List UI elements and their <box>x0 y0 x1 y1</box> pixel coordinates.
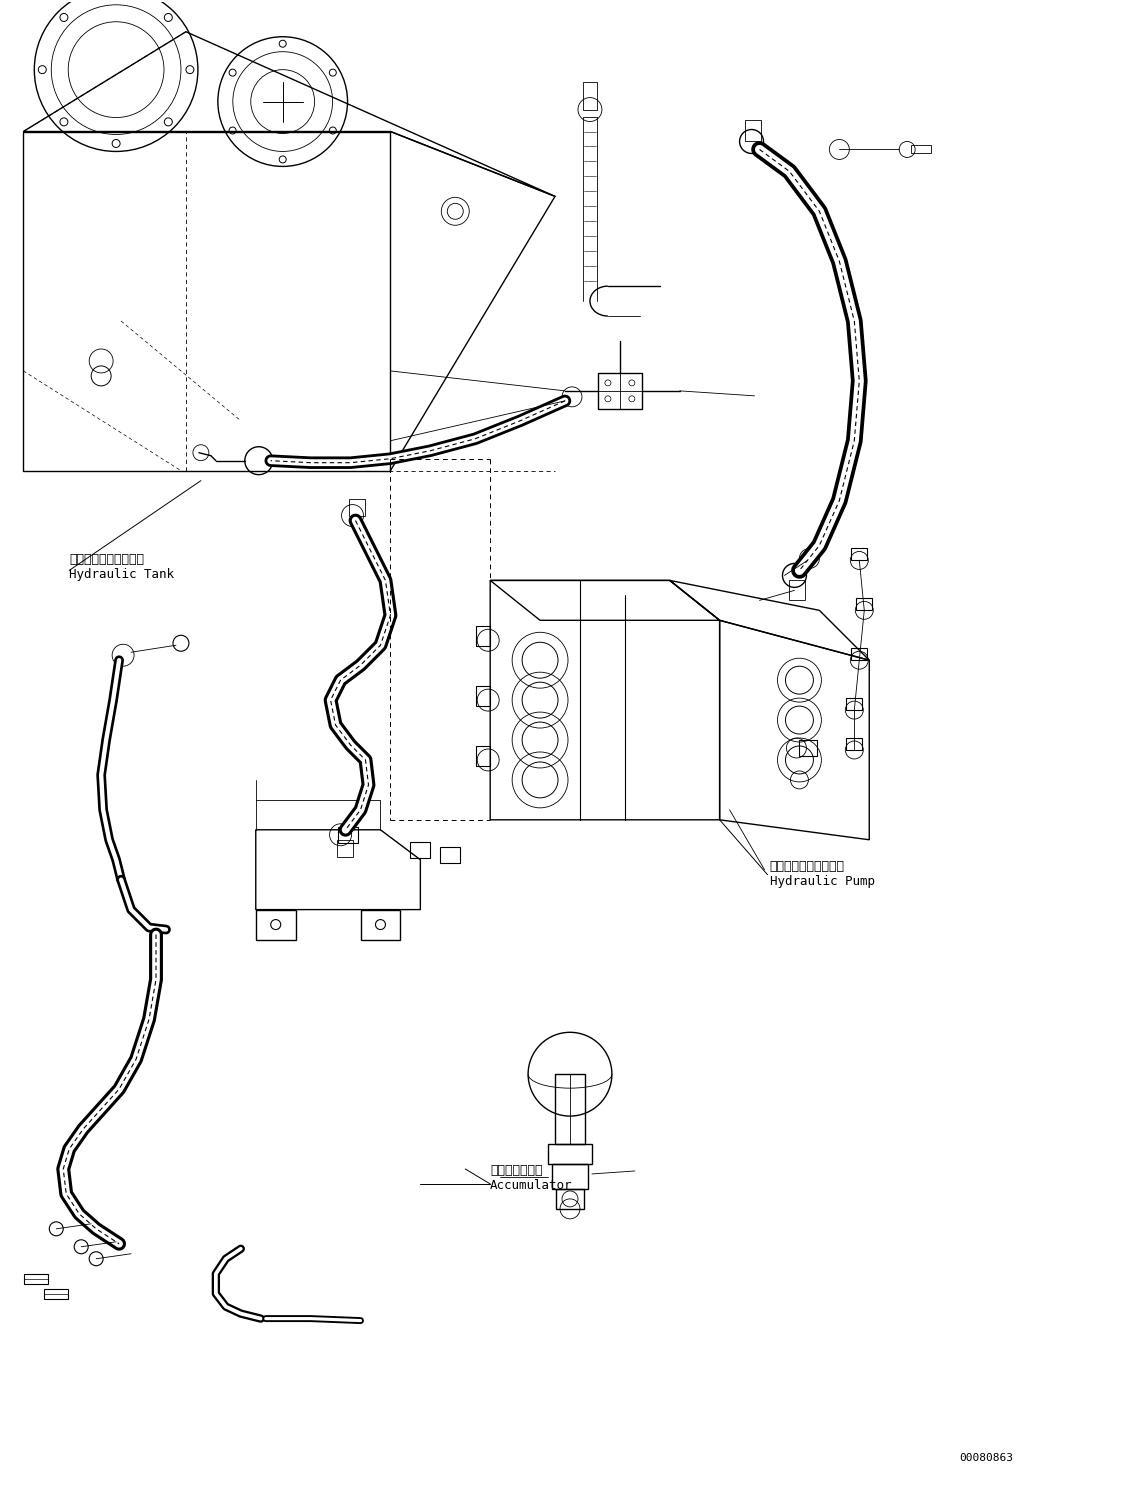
Bar <box>556 1188 584 1209</box>
Bar <box>337 828 358 842</box>
Bar <box>476 746 490 766</box>
Text: Hydraulic Tank: Hydraulic Tank <box>69 568 174 581</box>
Bar <box>583 82 597 109</box>
Bar <box>800 740 818 756</box>
Bar <box>552 1164 588 1188</box>
Bar <box>44 1288 68 1299</box>
Circle shape <box>577 97 601 122</box>
Text: ハイドロリックタンク: ハイドロリックタンク <box>69 553 145 567</box>
Bar <box>349 498 364 516</box>
Bar <box>846 738 862 750</box>
Bar <box>361 910 401 939</box>
Text: 00080863: 00080863 <box>959 1454 1013 1463</box>
Bar <box>476 686 490 707</box>
Bar <box>410 842 431 857</box>
Bar <box>548 1144 592 1164</box>
Bar <box>745 119 761 142</box>
Text: Hydraulic Pump: Hydraulic Pump <box>770 875 875 887</box>
Bar <box>789 580 805 601</box>
Bar <box>476 626 490 646</box>
Bar <box>336 839 353 857</box>
Bar <box>911 146 931 154</box>
Bar <box>441 847 460 863</box>
Bar <box>256 910 296 939</box>
Bar <box>555 1074 585 1144</box>
Bar <box>24 1273 48 1284</box>
Bar <box>857 598 872 610</box>
Bar <box>851 549 867 561</box>
Bar <box>851 649 867 661</box>
Text: アキュムレータ: アキュムレータ <box>490 1164 542 1176</box>
Bar <box>846 698 862 710</box>
Text: ハイドロリックポンプ: ハイドロリックポンプ <box>770 860 844 872</box>
Text: Accumulator: Accumulator <box>490 1179 573 1191</box>
Bar <box>598 373 641 409</box>
